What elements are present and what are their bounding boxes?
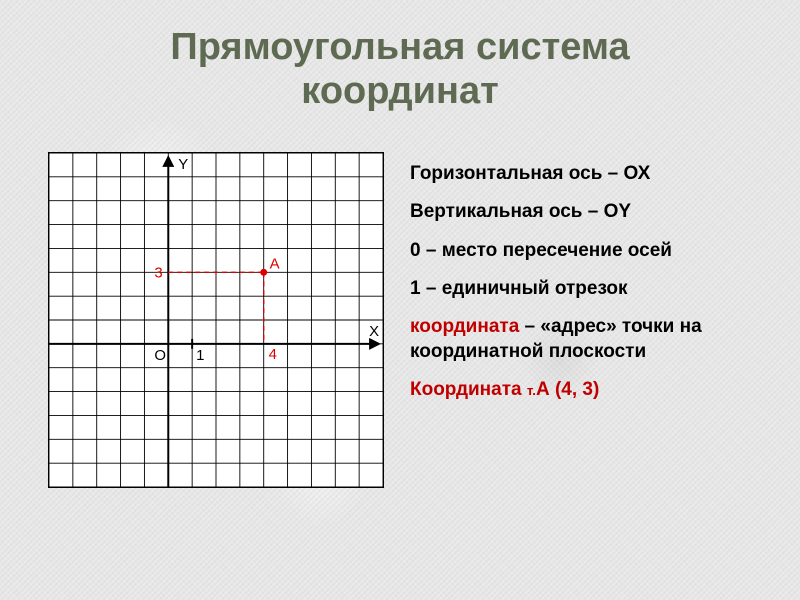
desc-line-6-pre: Координата — [410, 379, 527, 400]
svg-text:X: X — [369, 324, 379, 340]
svg-text:A: A — [270, 256, 280, 272]
desc-line-4: 1 – единичный отрезок — [410, 277, 780, 301]
coordinate-chart: Y X O 1 A 3 4 — [48, 152, 384, 488]
svg-text:Y: Y — [178, 157, 188, 173]
svg-text:O: O — [154, 348, 166, 364]
svg-text:4: 4 — [269, 347, 277, 363]
desc-line-5-highlight: координата — [410, 316, 519, 337]
desc-line-5: координата – «адрес» точки на координатн… — [410, 315, 780, 364]
desc-line-6-sub: т. — [527, 383, 536, 398]
desc-line-2: Вертикальная ось – ОY — [410, 200, 780, 224]
desc-line-6-post: А (4, 3) — [536, 379, 599, 400]
desc-line-6: Координата т.А (4, 3) — [410, 378, 780, 402]
title-line-2: координат — [301, 70, 498, 112]
chart-svg: Y X O 1 A 3 4 — [49, 153, 383, 487]
svg-text:1: 1 — [196, 348, 204, 364]
svg-text:3: 3 — [154, 265, 162, 281]
desc-line-3: 0 – место пересечение осей — [410, 239, 780, 263]
desc-line-1: Горизонтальная ось – ОХ — [410, 162, 780, 186]
page-title: Прямоугольная система координат — [0, 26, 800, 113]
title-line-1: Прямоугольная система — [170, 26, 629, 68]
description-column: Горизонтальная ось – ОХ Вертикальная ось… — [410, 162, 780, 416]
